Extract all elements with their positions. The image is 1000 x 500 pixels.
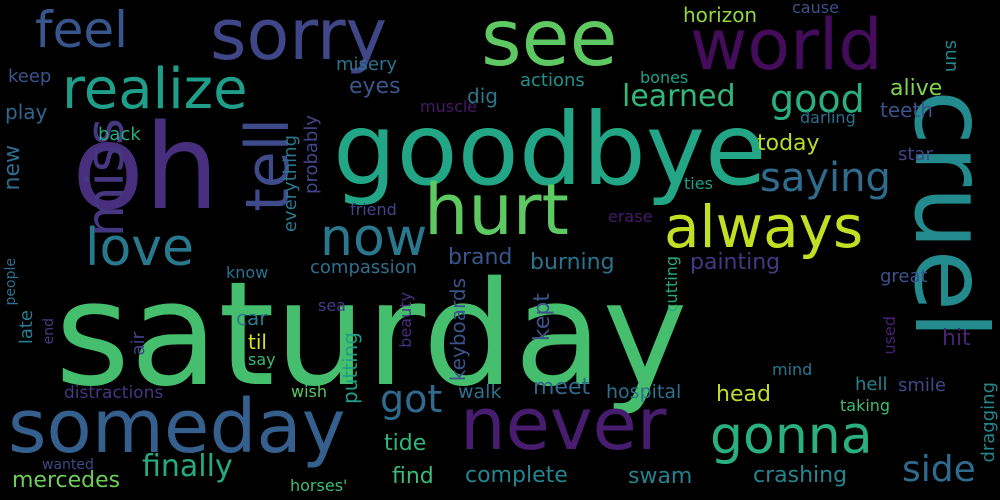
word-dragging: dragging [978,382,999,463]
word-goodbye: goodbye [333,91,767,208]
word-never: never [460,382,667,466]
word-someday: someday [8,384,346,470]
word-complete: complete [465,463,568,488]
word-side: side [902,449,976,490]
word-walk: walk [458,381,502,403]
word-keyboards: keyboards [446,278,470,382]
word-probably: probably [301,115,322,194]
word-crashing: crashing [753,463,848,488]
word-painting: painting [690,250,781,275]
word-hurt: hurt [424,169,569,251]
word-horses: horses' [290,476,348,495]
word-back: back [98,124,141,145]
word-hospital: hospital [606,381,682,403]
word-hell: hell [855,374,888,395]
word-know: know [226,263,269,282]
word-dig: dig [467,84,498,108]
word-used: used [880,316,899,355]
word-kept: kept [530,293,555,342]
word-today: today [757,131,820,156]
word-mind: mind [772,360,813,379]
word-finally: finally [142,449,233,484]
word-star: star [898,144,933,165]
word-great: great [880,266,928,287]
word-taking: taking [840,396,891,415]
word-people: people [3,258,19,306]
word-air: air [128,332,149,356]
word-everything: everything [280,135,301,233]
word-teeth: teeth [880,98,933,122]
word-realize: realize [62,57,248,122]
word-now: now [320,208,428,268]
word-meet: meet [533,375,591,400]
word-alive: alive [890,76,943,101]
word-oh: oh [72,98,219,236]
word-beauty: beauty [396,292,415,348]
word-tide: tide [384,431,427,456]
word-gonna: gonna [710,406,873,466]
word-head: head [716,382,771,407]
word-smile: smile [898,375,946,396]
word-world: world [690,4,883,86]
word-new: new [0,145,25,191]
word-keep: keep [8,66,52,87]
word-love: love [85,218,195,278]
word-horizon: horizon [683,3,758,27]
word-swam: swam [628,464,693,489]
word-saying: saying [760,155,891,201]
word-wanted: wanted [42,457,94,473]
word-wish: wish [291,382,328,401]
word-sea: sea [318,296,346,315]
word-always: always [664,193,864,261]
word-erase: erase [608,207,653,226]
word-cause: cause [792,0,839,17]
word-friend: friend [350,200,397,219]
word-find: find [392,464,434,489]
word-late: late [16,310,37,345]
word-feel: feel [35,1,129,59]
word-darling: darling [800,108,856,127]
word-cutting: cutting [662,256,681,313]
word-sun: sun [941,40,962,73]
word-saturday: saturday [55,250,688,418]
word-sorry: sorry [210,0,388,76]
word-putting: putting [338,332,362,404]
word-car: car [236,306,268,330]
word-play: play [5,100,48,124]
word-eyes: eyes [349,74,401,99]
word-misery: misery [336,54,398,75]
word-hit: hit [942,326,971,351]
word-compassion: compassion [310,257,418,278]
word-burning: burning [530,250,615,275]
word-end: end [41,318,57,345]
word-distractions: distractions [64,383,164,403]
word-good: good [770,77,865,121]
word-muscle: muscle [420,97,478,116]
word-til: til [248,330,267,354]
word-actions: actions [520,70,585,91]
word-bones: bones [640,68,689,87]
word-cruel: cruel [892,90,1000,339]
word-mercedes: mercedes [12,468,121,493]
word-brand: brand [448,245,513,270]
word-see: see [481,0,618,84]
word-learned: learned [622,79,736,114]
word-ties: ties [684,174,713,193]
word-got: got [380,377,443,421]
word-say: say [248,350,276,369]
